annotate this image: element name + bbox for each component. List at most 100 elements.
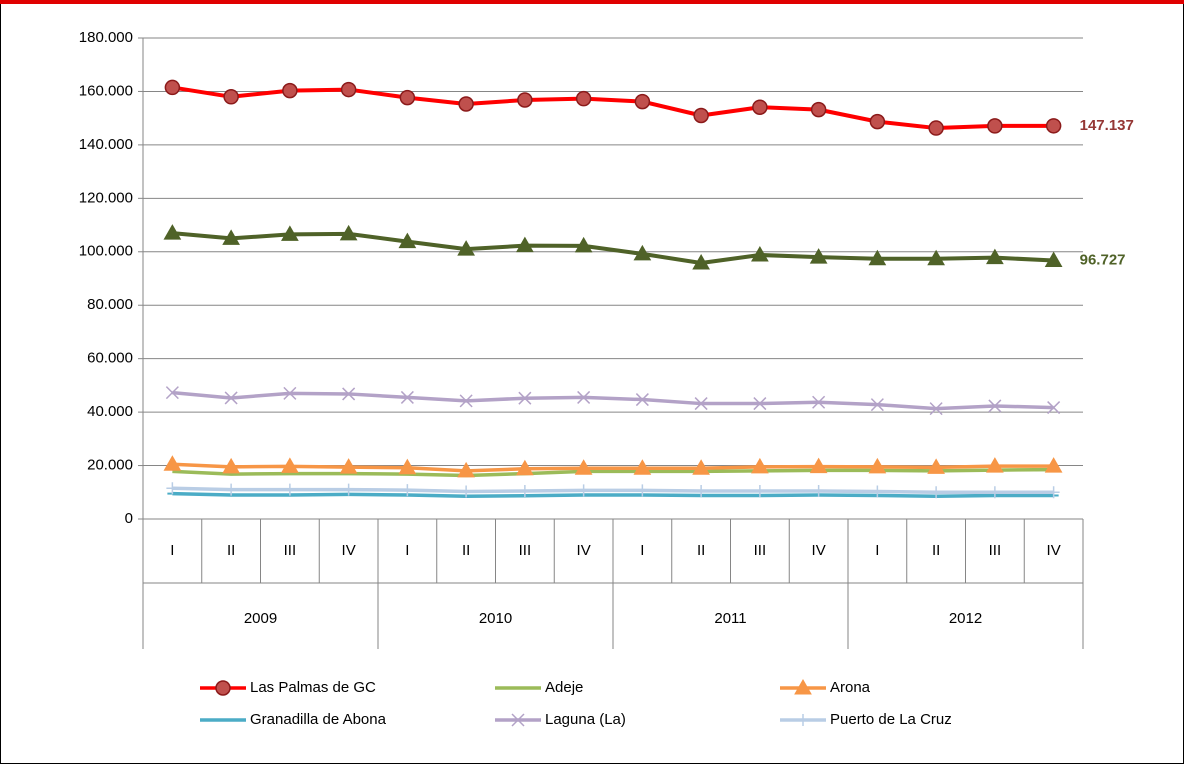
- marker: [633, 244, 652, 261]
- marker: [342, 387, 356, 401]
- marker: [460, 485, 473, 498]
- marker: [281, 225, 299, 241]
- marker: [401, 484, 414, 497]
- legend-marker: [797, 714, 809, 726]
- marker: [753, 397, 767, 411]
- y-tick-label: 40.000: [87, 403, 133, 420]
- legend-label: Las Palmas de GC: [250, 679, 376, 696]
- marker: [633, 459, 652, 475]
- series: [163, 455, 1063, 478]
- marker: [751, 245, 769, 262]
- marker: [930, 486, 943, 499]
- x-tick-label: III: [754, 542, 767, 559]
- legend-label: Adeje: [545, 679, 583, 696]
- y-tick-label: 80.000: [87, 296, 133, 313]
- marker: [518, 484, 531, 497]
- marker: [812, 484, 825, 497]
- x-tick-label: II: [462, 542, 470, 559]
- marker: [166, 482, 179, 495]
- marker: [163, 224, 182, 240]
- legend-label: Puerto de La Cruz: [830, 711, 952, 728]
- marker: [163, 455, 182, 471]
- year-label: 2010: [479, 610, 512, 627]
- series: 96.727: [163, 224, 1126, 270]
- marker: [988, 399, 1002, 413]
- x-tick-label: IV: [1047, 542, 1061, 559]
- marker: [986, 248, 1004, 265]
- marker: [988, 486, 1001, 499]
- marker: [283, 483, 296, 496]
- marker: [635, 393, 649, 407]
- marker: [692, 253, 710, 270]
- marker: [164, 79, 181, 96]
- x-tick-label: II: [932, 542, 940, 559]
- series: [166, 482, 1060, 499]
- end-label: 96.727: [1080, 251, 1126, 268]
- series-line: [172, 462, 1054, 473]
- x-tick-label: I: [875, 542, 879, 559]
- marker: [400, 390, 414, 404]
- marker: [751, 457, 769, 474]
- marker: [753, 484, 766, 497]
- marker: [574, 459, 593, 475]
- marker: [636, 484, 649, 497]
- marker: [575, 90, 592, 107]
- series-line: [172, 231, 1054, 266]
- marker: [577, 390, 591, 404]
- marker: [398, 232, 417, 249]
- y-tick-label: 100.000: [79, 243, 133, 260]
- marker: [517, 92, 533, 108]
- marker: [693, 107, 709, 124]
- marker: [929, 402, 943, 416]
- x-tick-label: II: [697, 542, 705, 559]
- y-tick-label: 60.000: [87, 350, 133, 367]
- year-label: 2009: [244, 610, 277, 627]
- marker: [1047, 486, 1060, 499]
- x-tick-label: IV: [812, 542, 826, 559]
- marker: [868, 457, 887, 474]
- marker: [986, 457, 1004, 473]
- marker: [810, 101, 827, 118]
- marker: [870, 398, 884, 412]
- marker: [339, 224, 358, 241]
- series: 147.137: [164, 79, 1134, 136]
- series: [165, 386, 1061, 416]
- marker: [222, 229, 240, 245]
- series-line: [172, 390, 1054, 411]
- marker: [812, 395, 826, 409]
- series-line: [172, 85, 1054, 131]
- marker: [809, 457, 828, 474]
- legend-marker: [511, 713, 525, 727]
- marker: [340, 81, 357, 98]
- marker: [577, 484, 590, 497]
- marker: [695, 484, 708, 497]
- marker: [869, 113, 886, 130]
- marker: [457, 240, 475, 256]
- x-tick-label: II: [227, 542, 235, 559]
- marker: [1044, 457, 1063, 473]
- legend-label: Arona: [830, 679, 871, 696]
- end-label: 147.137: [1080, 117, 1134, 134]
- year-label: 2012: [949, 610, 982, 627]
- series-line: [172, 467, 1054, 478]
- marker: [458, 96, 474, 112]
- series-line: [172, 486, 1054, 495]
- marker: [1047, 401, 1061, 415]
- year-label: 2011: [714, 610, 746, 627]
- marker: [457, 461, 475, 478]
- top-band: [0, 0, 1184, 4]
- x-tick-label: I: [640, 542, 644, 559]
- x-tick-label: IV: [342, 542, 356, 559]
- marker: [516, 459, 534, 476]
- x-tick-label: III: [519, 542, 532, 559]
- marker: [868, 249, 887, 266]
- marker: [634, 93, 651, 110]
- marker: [459, 394, 473, 408]
- y-tick-label: 0: [125, 510, 133, 527]
- y-tick-label: 180.000: [79, 29, 133, 46]
- marker: [927, 249, 945, 266]
- marker: [516, 236, 534, 253]
- marker: [222, 457, 240, 474]
- marker: [339, 458, 358, 474]
